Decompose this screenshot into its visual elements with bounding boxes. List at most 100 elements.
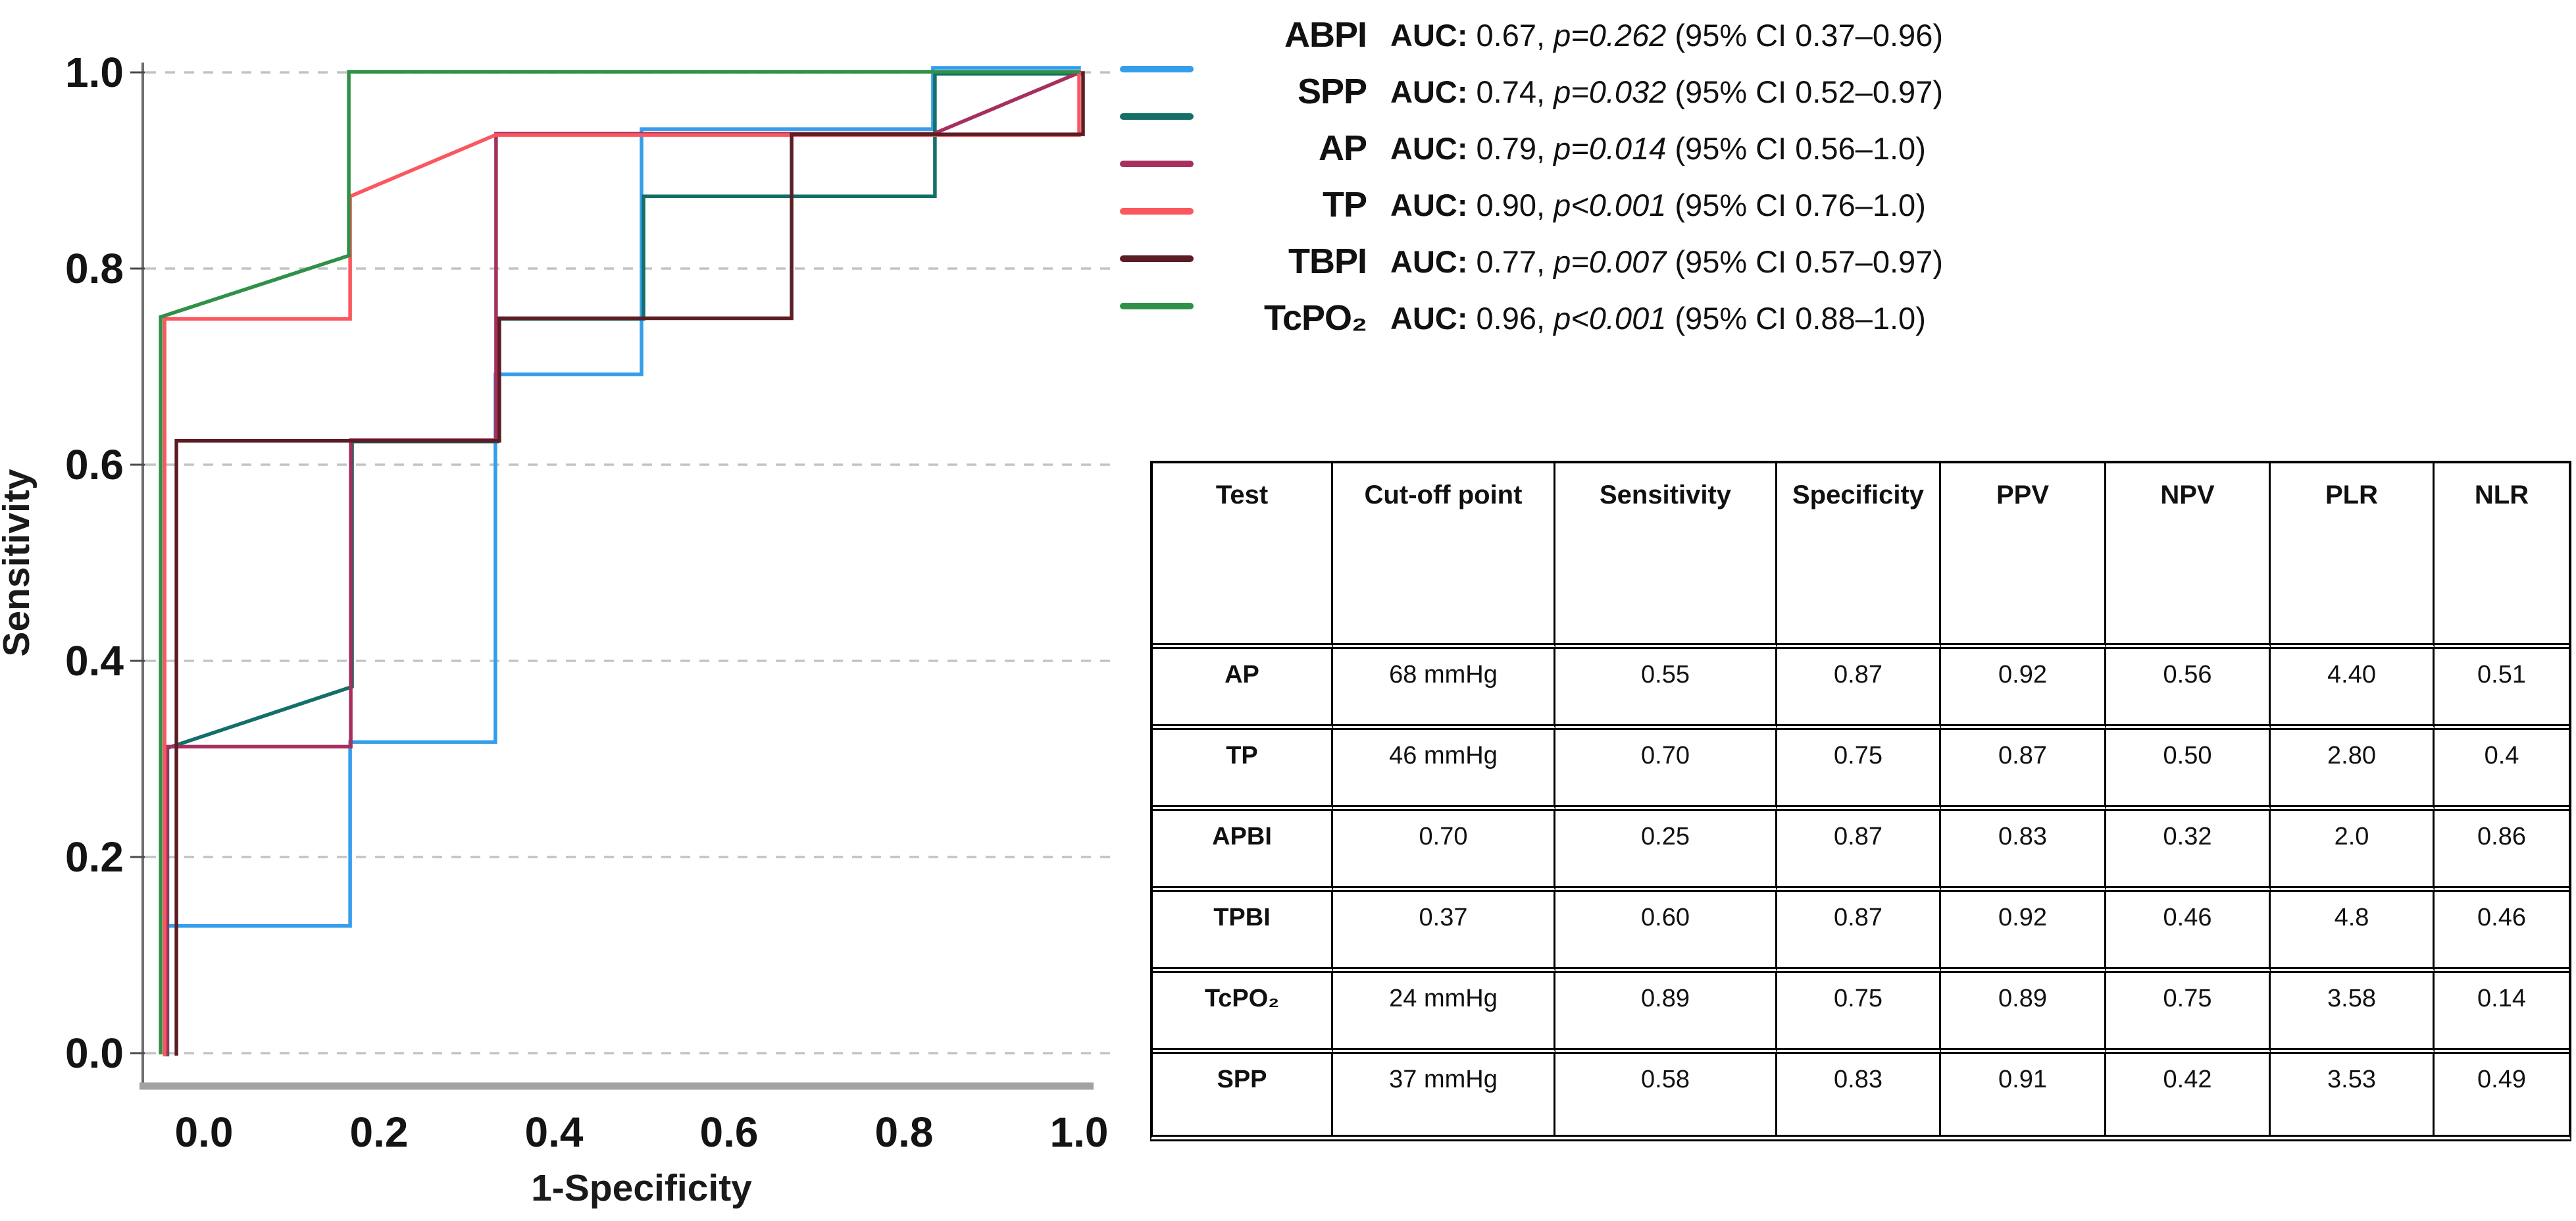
y-tick-label: 0.0 bbox=[65, 1029, 124, 1077]
table-cell: 24 mmHg bbox=[1333, 973, 1555, 1054]
table-row-label-spp: SPP bbox=[1153, 1054, 1333, 1135]
x-tick-labels: 0.0 0.2 0.4 0.6 0.8 1.0 bbox=[175, 1108, 1109, 1156]
table-cell: 0.32 bbox=[2106, 811, 2271, 892]
table-cell: 0.83 bbox=[1941, 811, 2106, 892]
table-cell: 0.87 bbox=[1941, 730, 2106, 811]
table-row-label-apbi: APBI bbox=[1153, 811, 1333, 892]
legend-swatch-abpi bbox=[1120, 66, 1194, 72]
table-cell: 0.75 bbox=[2106, 973, 2271, 1054]
roc-curve-abpi bbox=[165, 66, 1081, 1051]
table-cell: 0.42 bbox=[2106, 1054, 2271, 1135]
y-tick-labels: 0.0 0.2 0.4 0.6 0.8 1.0 bbox=[65, 49, 145, 1077]
table-cell: 3.53 bbox=[2271, 1054, 2435, 1135]
table-cell: 0.86 bbox=[2435, 811, 2569, 892]
table-cell: 0.70 bbox=[1333, 811, 1555, 892]
roc-legend: ABPI AUC: 0.67, p=0.262 (95% CI 0.37–0.96… bbox=[1214, 7, 2280, 346]
roc-curve-spp bbox=[165, 72, 1083, 1056]
y-tick-label: 0.6 bbox=[65, 441, 124, 488]
table-cell: 2.80 bbox=[2271, 730, 2435, 811]
legend-row-ap: AP AUC: 0.79, p=0.014 (95% CI 0.56–1.0) bbox=[1214, 120, 2280, 176]
roc-curve-tcpo bbox=[159, 70, 1080, 1054]
y-tick-label: 0.2 bbox=[65, 833, 124, 881]
table-cell: 0.37 bbox=[1333, 892, 1555, 973]
table-cell: 0.92 bbox=[1941, 892, 2106, 973]
legend-series-name: TP bbox=[1322, 185, 1367, 224]
table-row-label-tcpo: TcPO₂ bbox=[1153, 973, 1333, 1054]
table-cell: 0.50 bbox=[2106, 730, 2271, 811]
table-cell: 0.14 bbox=[2435, 973, 2569, 1054]
table-header-specificity: Specificity bbox=[1777, 463, 1941, 649]
table-header-test: Test bbox=[1153, 463, 1333, 649]
table-header-nlr: NLR bbox=[2435, 463, 2569, 649]
table-cell: 4.8 bbox=[2271, 892, 2435, 973]
table-cell: 0.58 bbox=[1555, 1054, 1777, 1135]
table-cell: 0.4 bbox=[2435, 730, 2569, 811]
roc-plot: 0.0 0.2 0.4 0.6 0.8 1.0 0.0 0.2 0.4 0.6 0.8 1.0 Se… bbox=[0, 49, 1113, 1209]
table-cell: 0.46 bbox=[2106, 892, 2271, 973]
legend-swatch-tbpi bbox=[1120, 255, 1194, 262]
table-cell: 0.89 bbox=[1555, 973, 1777, 1054]
legend-row-abpi: ABPI AUC: 0.67, p=0.262 (95% CI 0.37–0.96… bbox=[1214, 7, 2280, 63]
legend-swatch-spp bbox=[1120, 113, 1194, 120]
x-axis-title: 1-Specificity bbox=[531, 1167, 752, 1209]
legend-swatch-tp bbox=[1120, 208, 1194, 215]
table-cell: 0.87 bbox=[1777, 811, 1941, 892]
table-cell: 46 mmHg bbox=[1333, 730, 1555, 811]
table-row-label-tpbi: TPBI bbox=[1153, 892, 1333, 973]
x-tick-label: 0.4 bbox=[525, 1108, 584, 1156]
legend-series-name: SPP bbox=[1297, 72, 1367, 111]
legend-swatch-ap bbox=[1120, 161, 1194, 167]
table-row-label-tp: TP bbox=[1153, 730, 1333, 811]
table-header-plr: PLR bbox=[2271, 463, 2435, 649]
gridlines bbox=[146, 71, 1113, 1054]
table-header-cutoffpoint: Cut-off point bbox=[1333, 463, 1555, 649]
legend-series-stats: AUC: 0.77, p=0.007 (95% CI 0.57–0.97) bbox=[1390, 244, 1943, 279]
legend-series-name: AP bbox=[1318, 128, 1367, 168]
y-axis-title: Sensitivity bbox=[0, 469, 38, 656]
table-cell: 0.92 bbox=[1941, 649, 2106, 730]
legend-series-stats: AUC: 0.67, p=0.262 (95% CI 0.37–0.96) bbox=[1390, 17, 1943, 53]
table-cell: 0.46 bbox=[2435, 892, 2569, 973]
table-header-sensitivity: Sensitivity bbox=[1555, 463, 1777, 649]
table-cell: 0.56 bbox=[2106, 649, 2271, 730]
legend-row-tcpo: TcPO₂ AUC: 0.96, p<0.001 (95% CI 0.88–1.0… bbox=[1214, 290, 2280, 346]
table-cell: 0.83 bbox=[1777, 1054, 1941, 1135]
legend-row-tbpi: TBPI AUC: 0.77, p=0.007 (95% CI 0.57–0.97… bbox=[1214, 233, 2280, 290]
table-cell: 37 mmHg bbox=[1333, 1054, 1555, 1135]
table-cell: 0.87 bbox=[1777, 892, 1941, 973]
table-cell: 4.40 bbox=[2271, 649, 2435, 730]
table-cell: 0.70 bbox=[1555, 730, 1777, 811]
legend-series-stats: AUC: 0.79, p=0.014 (95% CI 0.56–1.0) bbox=[1390, 130, 1926, 166]
y-tick-label: 0.8 bbox=[65, 245, 124, 292]
x-tick-label: 0.2 bbox=[350, 1108, 409, 1156]
table-cell: 0.55 bbox=[1555, 649, 1777, 730]
legend-series-stats: AUC: 0.74, p=0.032 (95% CI 0.52–0.97) bbox=[1390, 74, 1943, 109]
roc-curves bbox=[159, 66, 1085, 1056]
table-cell: 0.75 bbox=[1777, 973, 1941, 1054]
table-cell: 0.49 bbox=[2435, 1054, 2569, 1135]
legend-swatch-tcpo bbox=[1120, 303, 1194, 309]
legend-series-name: ABPI bbox=[1284, 15, 1367, 55]
y-tick-label: 0.4 bbox=[65, 637, 124, 685]
table-cell: 68 mmHg bbox=[1333, 649, 1555, 730]
table-cell: 0.89 bbox=[1941, 973, 2106, 1054]
table-cell: 3.58 bbox=[2271, 973, 2435, 1054]
table-cell: 0.91 bbox=[1941, 1054, 2106, 1135]
table-cell: 0.75 bbox=[1777, 730, 1941, 811]
roc-curve-tbpi bbox=[174, 71, 1085, 1056]
table-row-label-ap: AP bbox=[1153, 649, 1333, 730]
performance-table: Test Cut-off point Sensitivity Specificity P… bbox=[1150, 461, 2571, 1141]
table-header-ppv: PPV bbox=[1941, 463, 2106, 649]
table-cell: 0.51 bbox=[2435, 649, 2569, 730]
legend-row-tp: TP AUC: 0.90, p<0.001 (95% CI 0.76–1.0) bbox=[1214, 176, 2280, 233]
x-tick-label: 0.6 bbox=[700, 1108, 759, 1156]
legend-series-stats: AUC: 0.90, p<0.001 (95% CI 0.76–1.0) bbox=[1390, 187, 1926, 222]
legend-series-name: TBPI bbox=[1288, 242, 1367, 281]
y-tick-label: 1.0 bbox=[65, 49, 124, 96]
x-tick-label: 0.0 bbox=[175, 1108, 234, 1156]
x-tick-label: 1.0 bbox=[1050, 1108, 1109, 1156]
legend-row-spp: SPP AUC: 0.74, p=0.032 (95% CI 0.52–0.97) bbox=[1214, 63, 2280, 120]
legend-series-name: TcPO₂ bbox=[1263, 298, 1367, 338]
table-cell: 0.60 bbox=[1555, 892, 1777, 973]
table-cell: 2.0 bbox=[2271, 811, 2435, 892]
